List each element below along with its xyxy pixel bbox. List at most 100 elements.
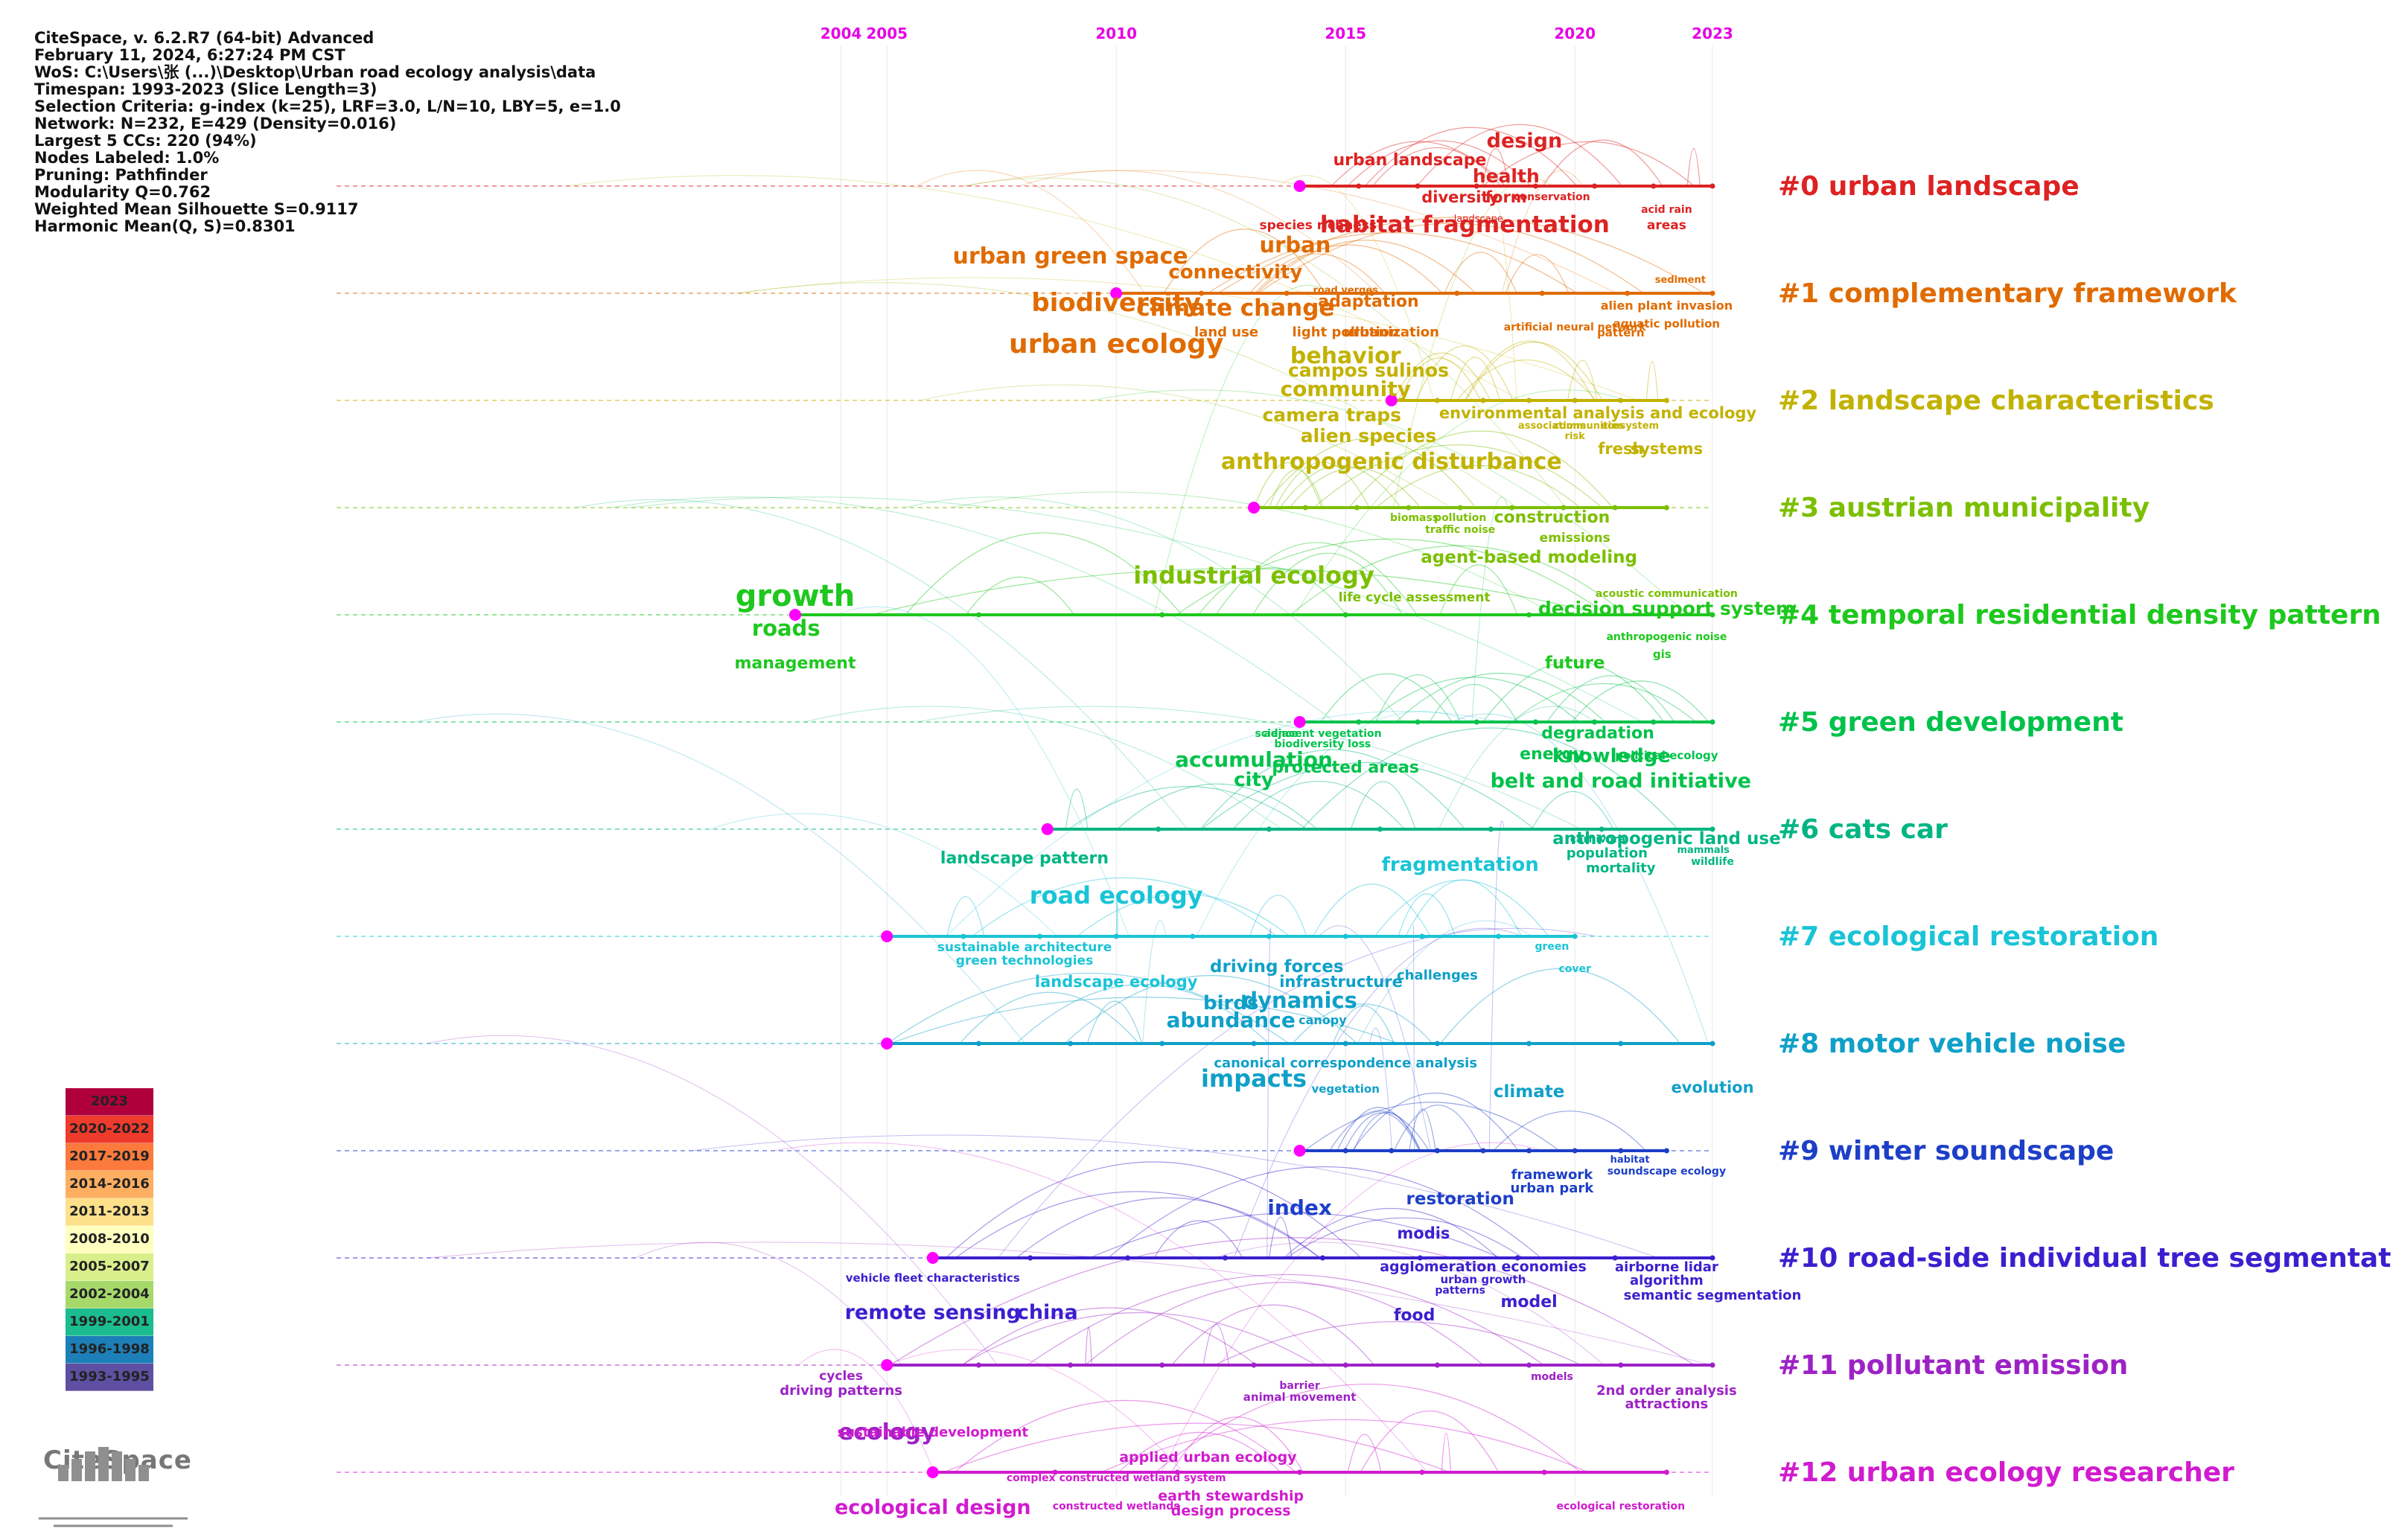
citation-arc bbox=[1215, 542, 1418, 616]
keyword-node bbox=[1125, 1255, 1131, 1261]
keyword-node bbox=[1473, 183, 1479, 189]
citation-arc bbox=[945, 1161, 1362, 1259]
citation-arc bbox=[1465, 342, 1603, 401]
keyword-label: conservation bbox=[1514, 191, 1590, 203]
citation-arc bbox=[1571, 680, 1709, 723]
year-tick-label: 2023 bbox=[1692, 25, 1733, 42]
citation-arc bbox=[1255, 244, 1443, 294]
citation-arc bbox=[1275, 461, 1370, 508]
keyword-node bbox=[1709, 290, 1715, 296]
citation-arc bbox=[1115, 898, 1118, 937]
citation-arc bbox=[964, 177, 1567, 508]
citation-arc bbox=[1100, 1419, 1589, 1473]
citation-arc bbox=[887, 972, 1290, 1044]
keyword-node bbox=[1526, 1041, 1532, 1047]
keyword-label: sediment bbox=[1655, 275, 1706, 286]
citation-arc bbox=[920, 384, 1452, 508]
citation-arc bbox=[997, 927, 1597, 1259]
citation-arc bbox=[1546, 675, 1675, 723]
citation-arc bbox=[1353, 1111, 1421, 1151]
keyword-node bbox=[975, 1041, 981, 1047]
keyword-node bbox=[1342, 933, 1348, 939]
keyword-node bbox=[1663, 1148, 1669, 1154]
centrality-node bbox=[1293, 1145, 1306, 1157]
citation-arc bbox=[1249, 253, 1386, 294]
citation-arc bbox=[1320, 673, 1453, 723]
keyword-node bbox=[1526, 1148, 1532, 1154]
citation-arc bbox=[1092, 389, 1688, 616]
keyword-label: areas bbox=[1647, 218, 1686, 233]
citation-arc bbox=[1350, 781, 1416, 830]
citation-arc bbox=[954, 1399, 1296, 1473]
keyword-node bbox=[1199, 290, 1205, 296]
keyword-node bbox=[1251, 1362, 1257, 1368]
keyword-label: design process bbox=[1171, 1503, 1291, 1519]
keyword-label: cover bbox=[1558, 963, 1591, 975]
citation-arc bbox=[1471, 496, 1509, 723]
keyword-label: dynamics bbox=[1242, 988, 1357, 1013]
keyword-label: urban ecology bbox=[1009, 329, 1223, 360]
keyword-label: management bbox=[735, 654, 856, 673]
keyword-label: carnivora bbox=[1570, 834, 1626, 846]
citation-arc bbox=[1253, 462, 1322, 508]
keyword-label: political ecology bbox=[1615, 749, 1718, 762]
keyword-node bbox=[1457, 505, 1463, 511]
keyword-label: ecology bbox=[838, 1419, 936, 1445]
keyword-node bbox=[1480, 1148, 1486, 1154]
keyword-node bbox=[1342, 1362, 1348, 1368]
citation-arc bbox=[1198, 567, 1347, 616]
citation-arc bbox=[1444, 252, 1517, 294]
keyword-label: anthropogenic noise bbox=[1606, 631, 1727, 643]
citation-arc bbox=[1331, 141, 1506, 187]
citation-arc bbox=[943, 1422, 1450, 1473]
header-line: Nodes Labeled: 1.0% bbox=[34, 149, 220, 167]
keyword-label: habitat fragmentation bbox=[1320, 211, 1610, 238]
keyword-node bbox=[1266, 933, 1272, 939]
legend-row: 1999-2001 bbox=[66, 1309, 153, 1336]
citation-arc bbox=[917, 170, 1145, 294]
keyword-node bbox=[1532, 183, 1538, 189]
cluster-label: #8 motor vehicle noise bbox=[1778, 1029, 2126, 1059]
centrality-node bbox=[1293, 180, 1306, 192]
citation-arc bbox=[1016, 1197, 1321, 1259]
citation-arc bbox=[966, 576, 1075, 616]
keyword-node bbox=[1454, 290, 1460, 296]
centrality-node bbox=[1248, 502, 1260, 514]
keyword-label: barrier bbox=[1279, 1380, 1320, 1392]
citation-arc bbox=[1374, 880, 1549, 937]
citation-arc bbox=[1065, 788, 1089, 830]
citation-arc bbox=[1199, 749, 1466, 830]
keyword-label: species richness bbox=[1259, 218, 1377, 233]
citation-arc bbox=[634, 1242, 902, 1366]
keyword-label: driving forces bbox=[1210, 957, 1344, 977]
citation-arc bbox=[1451, 713, 1709, 1044]
keyword-node bbox=[1368, 290, 1374, 296]
centrality-node bbox=[1041, 823, 1054, 835]
keyword-label: canopy bbox=[1299, 1013, 1347, 1027]
keyword-node bbox=[1068, 1362, 1074, 1368]
keyword-label: road verges bbox=[1313, 285, 1378, 296]
keyword-node bbox=[1599, 826, 1605, 832]
citation-arc bbox=[961, 1312, 1316, 1366]
header-line: Pruning: Pathfinder bbox=[34, 166, 208, 184]
citation-arc bbox=[1278, 175, 1435, 401]
keyword-label: remote sensing bbox=[845, 1301, 1021, 1324]
citation-arc bbox=[804, 706, 1283, 830]
citation-arc bbox=[1482, 148, 1509, 187]
keyword-node bbox=[1434, 1148, 1440, 1154]
citation-arc bbox=[1202, 1323, 1230, 1366]
keyword-label: energy bbox=[1520, 745, 1584, 764]
citation-arc bbox=[904, 496, 1403, 723]
keyword-label: anthropogenic land use bbox=[1552, 829, 1781, 849]
cluster-label: #12 urban ecology researcher bbox=[1778, 1457, 2234, 1488]
citation-arc bbox=[1439, 564, 1518, 616]
citation-arc bbox=[887, 1349, 1184, 1473]
header-line: Timespan: 1993-2023 (Slice Length=3) bbox=[34, 80, 377, 98]
keyword-node bbox=[960, 933, 966, 939]
citation-arc bbox=[1269, 1216, 1293, 1259]
keyword-label: science bbox=[1255, 728, 1299, 740]
keyword-label: index bbox=[1267, 1195, 1332, 1220]
citation-arc bbox=[1064, 975, 1357, 1044]
keyword-label: impacts bbox=[1201, 1064, 1307, 1093]
